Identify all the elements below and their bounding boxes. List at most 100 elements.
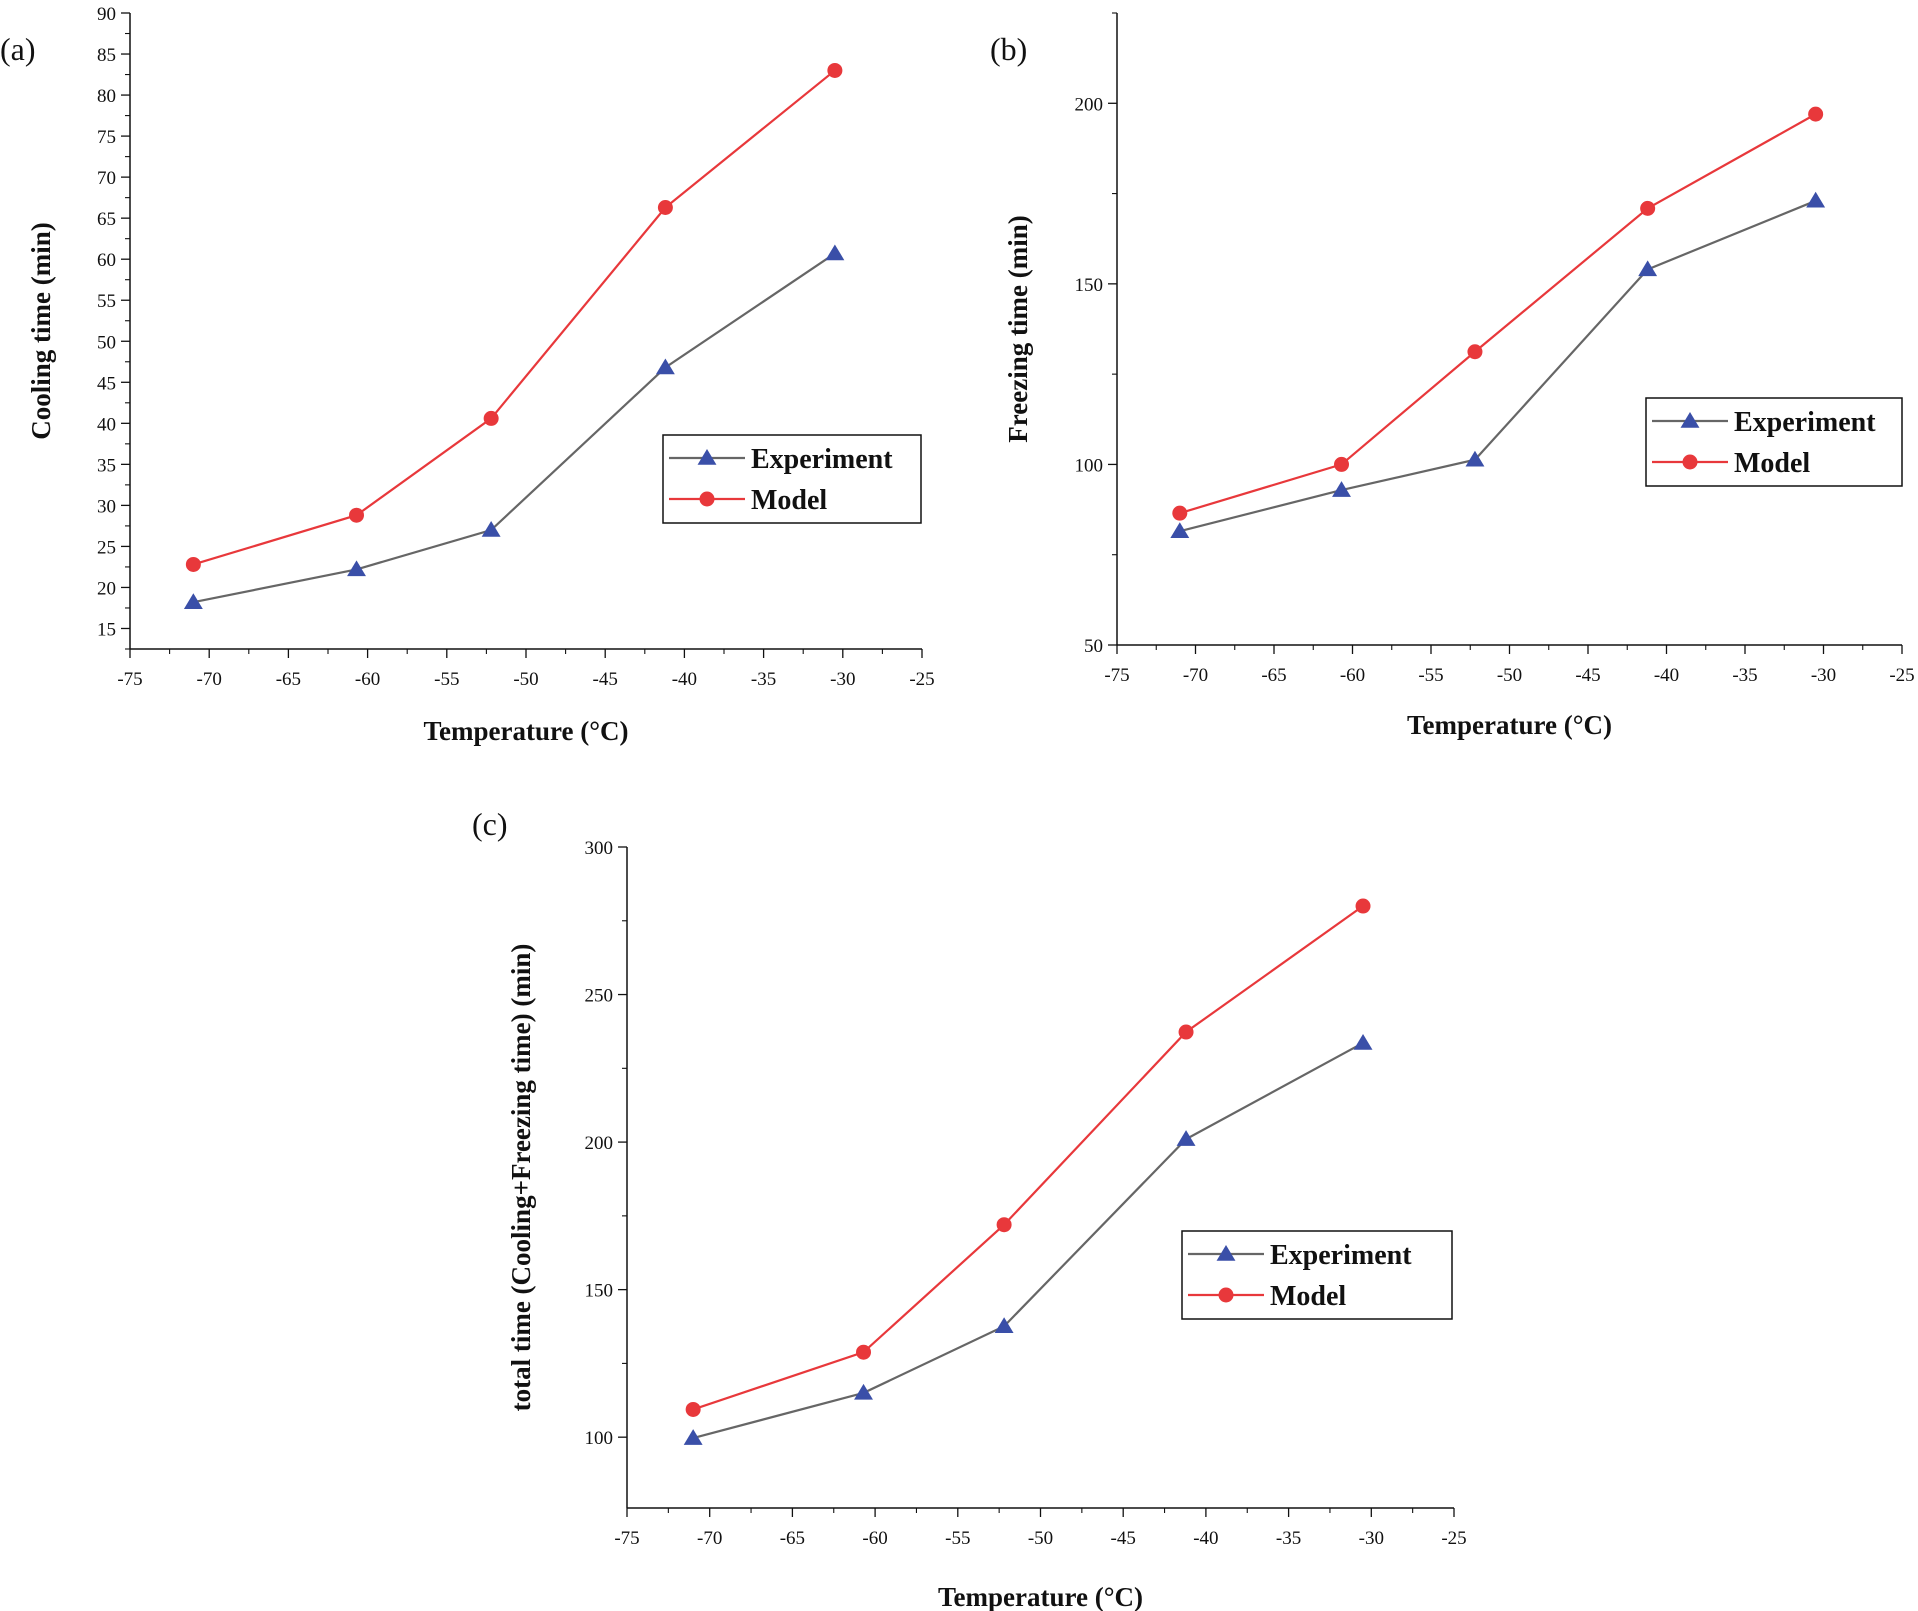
- data-point-experiment: [1176, 1130, 1196, 1146]
- data-point-model: [1172, 505, 1188, 521]
- y-tick-label: 200: [585, 1133, 614, 1154]
- legend-label-experiment: Experiment: [751, 444, 893, 475]
- y-tick-label: 75: [97, 127, 116, 148]
- x-tick-label: -75: [614, 1528, 639, 1549]
- x-tick-label: -65: [276, 669, 301, 690]
- x-tick-label: -55: [434, 669, 459, 690]
- data-point-experiment: [1806, 191, 1826, 208]
- data-point-experiment: [1332, 481, 1351, 497]
- data-point-experiment: [655, 358, 675, 375]
- y-tick-label: 100: [585, 1428, 614, 1449]
- chart-panel-2: (c) -75 -70 -65 -60 -55 -50 -45 -40 -35 -30 -25 100 1…: [472, 806, 1467, 1611]
- y-axis-title: Cooling time (min): [26, 222, 56, 439]
- x-tick-label: -35: [1732, 665, 1757, 686]
- x-tick-label: -65: [1261, 665, 1286, 686]
- y-tick-label: 200: [1075, 94, 1104, 115]
- y-tick-label: 25: [97, 537, 116, 558]
- x-axis-title: Temperature (°C): [938, 1582, 1143, 1611]
- x-axis-title: Temperature (°C): [423, 716, 628, 746]
- data-point-model: [1178, 1024, 1194, 1040]
- x-tick-label: -75: [1104, 665, 1129, 686]
- data-point-experiment: [854, 1383, 873, 1400]
- x-tick-label: -70: [697, 1528, 722, 1549]
- x-tick-label: -60: [1340, 665, 1365, 686]
- data-point-experiment: [683, 1429, 703, 1445]
- data-point-model: [827, 62, 843, 78]
- data-point-model: [185, 556, 201, 572]
- chart-panel-1: (b) -75 -70 -65 -60 -55 -50 -45 -40 -35 -30 -25 50 10…: [990, 12, 1915, 740]
- x-tick-label: -55: [1418, 665, 1443, 686]
- x-tick-label: -75: [117, 669, 142, 690]
- y-tick-label: 40: [97, 414, 116, 435]
- legend-box: [1181, 1230, 1453, 1320]
- legend-marker-experiment: [1680, 412, 1700, 428]
- data-point-experiment: [1638, 260, 1658, 277]
- y-tick-label: 65: [97, 209, 116, 230]
- panel-label: (c): [472, 806, 508, 842]
- x-tick-label: -35: [751, 669, 776, 690]
- x-tick-label: -45: [1575, 665, 1600, 686]
- x-tick-label: -45: [1111, 1528, 1136, 1549]
- y-tick-label: 250: [585, 986, 614, 1007]
- legend-marker-experiment: [697, 449, 717, 465]
- x-tick-label: -60: [355, 669, 380, 690]
- data-point-model: [996, 1217, 1012, 1233]
- y-tick-label: 20: [97, 578, 116, 599]
- data-point-model: [1334, 456, 1350, 472]
- x-tick-label: -25: [1441, 1528, 1466, 1549]
- y-tick-label: 50: [97, 332, 116, 353]
- data-point-experiment: [825, 244, 845, 261]
- legend-label-experiment: Experiment: [1734, 407, 1876, 438]
- data-point-model: [349, 507, 365, 523]
- chart-panel-0: (a) -75 -70 -65 -60 -55 -50 -45 -40 -35 -30 -25 15 20…: [0, 4, 935, 746]
- y-tick-label: 15: [97, 619, 116, 640]
- data-point-model: [1808, 106, 1824, 122]
- y-axis-title: total time (Cooling+Freezing time) (min): [506, 944, 536, 1412]
- data-point-experiment: [481, 521, 501, 537]
- legend-marker-experiment: [1216, 1245, 1236, 1261]
- legend-label-experiment: Experiment: [1270, 1240, 1412, 1271]
- data-point-experiment: [347, 560, 366, 577]
- y-tick-label: 35: [97, 455, 116, 476]
- legend-box: [662, 434, 922, 524]
- y-tick-label: 50: [1084, 636, 1103, 657]
- y-tick-label: 150: [1075, 275, 1104, 296]
- panel-label: (a): [0, 31, 36, 67]
- data-point-model: [856, 1344, 872, 1360]
- y-tick-label: 90: [97, 4, 116, 25]
- x-tick-label: -50: [513, 669, 538, 690]
- x-tick-label: -50: [1028, 1528, 1053, 1549]
- x-tick-label: -65: [780, 1528, 805, 1549]
- x-tick-label: -60: [862, 1528, 887, 1549]
- x-axis-title: Temperature (°C): [1407, 710, 1612, 740]
- y-tick-label: 100: [1075, 455, 1104, 476]
- x-tick-label: -30: [1359, 1528, 1384, 1549]
- series-line-experiment: [193, 252, 836, 604]
- x-tick-label: -70: [1183, 665, 1208, 686]
- y-tick-label: 80: [97, 86, 116, 107]
- x-tick-label: -40: [1654, 665, 1679, 686]
- y-tick-label: 60: [97, 250, 116, 271]
- y-tick-label: 150: [585, 1281, 614, 1302]
- data-point-model: [1640, 200, 1656, 216]
- legend-marker-model: [1218, 1287, 1234, 1303]
- legend-marker-model: [1682, 454, 1698, 470]
- x-tick-label: -35: [1276, 1528, 1301, 1549]
- y-axis-title: Freezing time (min): [1003, 215, 1033, 442]
- x-tick-label: -25: [909, 669, 934, 690]
- data-point-model: [1467, 344, 1483, 360]
- y-tick-label: 70: [97, 168, 116, 189]
- x-tick-label: -50: [1497, 665, 1522, 686]
- data-point-model: [657, 199, 673, 215]
- legend-marker-model: [699, 491, 715, 507]
- data-point-model: [483, 410, 499, 426]
- x-tick-label: -55: [945, 1528, 970, 1549]
- panel-label: (b): [990, 31, 1027, 67]
- y-tick-label: 45: [97, 373, 116, 394]
- legend-label-model: Model: [1270, 1281, 1346, 1312]
- data-point-experiment: [1170, 522, 1190, 538]
- data-point-experiment: [994, 1317, 1014, 1333]
- data-point-model: [1355, 898, 1371, 914]
- x-tick-label: -40: [1193, 1528, 1218, 1549]
